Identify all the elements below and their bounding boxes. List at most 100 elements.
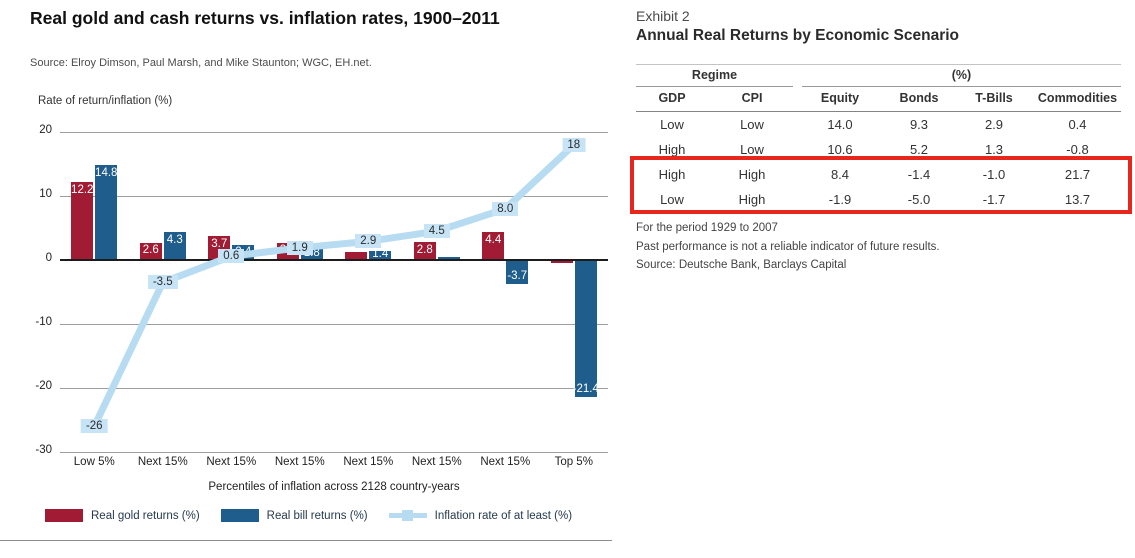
table-cell: High: [738, 167, 766, 182]
table-cell: 9.3: [909, 117, 929, 132]
bar-value-label: 12.2: [71, 183, 94, 196]
bill-bar: -21.4: [573, 260, 599, 397]
table-cell: 2.9: [984, 117, 1004, 132]
legend-color-swatch: [220, 509, 259, 522]
y-axis-label: Rate of return/inflation (%): [38, 95, 173, 107]
bill-bar: 14.8: [95, 165, 117, 260]
chart-plot-area: 20100-10-20-3012.22.63.72.62.84.414.84.3…: [35, 124, 608, 456]
table-footnotes: For the period 1929 to 2007 Past performa…: [636, 219, 1135, 275]
y-tick-label: 0: [45, 252, 52, 264]
x-category-label: Next 15%: [274, 456, 325, 468]
column-header-cpi: CPI: [741, 91, 763, 105]
x-category-label: Low 5%: [73, 456, 115, 468]
legend-item: Real gold returns (%): [45, 509, 200, 522]
table-body: Low Low 14.0 9.3 2.9 0.4 High Low 10.6 5.2 1.3 -0.8…: [636, 112, 1121, 213]
x-category-label: Next 15%: [480, 456, 531, 468]
highlight-box: [630, 156, 1132, 214]
table-cell: -1.0: [982, 167, 1006, 182]
bar-value-label: 14.8: [95, 167, 118, 180]
table-cell: 14.0: [827, 117, 853, 132]
table-cell: 1.3: [984, 142, 1004, 157]
scenario-table: Regime (%) GDP CPI Equity Bonds T-Bills Commodi…: [636, 64, 1121, 213]
gold-bar: 2.8: [413, 242, 436, 260]
legend-line-marker: [401, 510, 413, 521]
y-tick-label: -30: [35, 444, 52, 456]
inflation-point-label: -26: [80, 419, 108, 434]
column-header-gdp: GDP: [658, 91, 686, 105]
table-cell: High: [658, 167, 686, 182]
footnote-line: Past performance is not a reliable indic…: [636, 240, 940, 253]
inflation-point-label: 0.6: [218, 249, 245, 264]
y-tick-label: 20: [39, 124, 52, 136]
bill-bar: -3.7: [506, 260, 529, 284]
chart-legend: Real gold returns (%) Real bill returns (…: [45, 509, 572, 522]
table-cell: -1.7: [982, 192, 1006, 207]
x-category-label: Next 15%: [343, 456, 394, 468]
group-header-regime: Regime: [636, 65, 793, 87]
gold-bar: 4.4: [482, 231, 505, 260]
table-title: Annual Real Returns by Economic Scenario: [636, 27, 959, 44]
bar-value-label: 2.8: [416, 244, 433, 257]
legend-item: Real bill returns (%): [220, 509, 368, 522]
table-cell: 10.6: [827, 142, 853, 157]
chart-source: Source: Elroy Dimson, Paul Marsh, and Mi…: [30, 57, 372, 69]
legend-item: Inflation rate of at least (%): [388, 509, 573, 522]
column-header-commodities: Commodities: [1037, 91, 1118, 105]
table-cell: -5.0: [907, 192, 931, 207]
inflation-point-label: 2.9: [355, 234, 382, 249]
legend-label: Real gold returns (%): [91, 509, 200, 522]
inflation-point-label: -3.5: [147, 275, 178, 290]
table-cell: High: [738, 192, 766, 207]
table-cell: Low: [660, 192, 684, 207]
table-row: High High 8.4 -1.4 -1.0 21.7: [636, 162, 1121, 187]
group-header-percent: (%): [802, 65, 1121, 87]
column-header-bonds: Bonds: [899, 91, 939, 105]
column-header-tbills: T-Bills: [975, 91, 1013, 105]
gold-bar: 12.2: [71, 181, 93, 260]
x-axis-title: Percentiles of inflation across 2128 cou…: [208, 481, 460, 493]
table-cell: 21.7: [1064, 167, 1091, 182]
inflation-line: [91, 142, 577, 428]
column-header-equity: Equity: [820, 91, 860, 105]
table-cell: Low: [740, 142, 764, 157]
footnote-line: Source: Deutsche Bank, Barclays Capital: [636, 259, 847, 271]
x-axis-category-labels: Low 5% Next 15% Next 15% Next 15% Next 15% Ne…: [60, 456, 608, 468]
gridline: [60, 388, 608, 389]
x-category-label: Next 15%: [137, 456, 188, 468]
footnote-line: For the period 1929 to 2007: [636, 222, 778, 234]
table-cell: -0.8: [1066, 142, 1089, 157]
bar-value-label: -3.7: [507, 269, 528, 282]
table-header-row: GDP CPI Equity Bonds T-Bills Commodities: [636, 87, 1121, 112]
legend-label: Inflation rate of at least (%): [434, 509, 573, 522]
bar-value-label: 4.4: [485, 233, 502, 246]
bar-value-label: -21.4: [572, 382, 599, 395]
inflation-point-label: 4.5: [423, 224, 450, 239]
x-category-label: Next 15%: [411, 456, 462, 468]
table-cell: Low: [740, 117, 764, 132]
table-cell: 13.7: [1064, 192, 1091, 207]
gold-bar: 2.6: [139, 243, 162, 260]
table-row: Low Low 14.0 9.3 2.9 0.4: [636, 112, 1121, 137]
bar-value-label: 4.3: [166, 234, 183, 247]
y-tick-label: 10: [39, 188, 52, 200]
y-tick-label: -20: [35, 380, 52, 392]
gridline: [60, 324, 608, 325]
table-cell: 8.4: [830, 167, 850, 182]
legend-color-swatch: [45, 509, 83, 522]
exhibit-table-panel: Exhibit 2 Annual Real Returns by Economi…: [630, 0, 1135, 558]
zero-axis-line: [60, 259, 608, 261]
table-cell: -1.4: [907, 167, 931, 182]
table-cell: Low: [660, 117, 684, 132]
legend-label: Real bill returns (%): [266, 509, 368, 522]
bill-bar: 4.3: [163, 232, 186, 260]
gold-chart-panel: Real gold and cash returns vs. inflation…: [0, 8, 612, 541]
gridline: [60, 452, 608, 453]
x-category-label: Next 15%: [206, 456, 257, 468]
table-cell: High: [658, 142, 686, 157]
inflation-line-swatch: [388, 509, 427, 522]
inflation-point-label: 8.0: [492, 201, 519, 216]
panel-divider-rule: [0, 540, 612, 541]
gridline: [60, 196, 608, 197]
y-tick-label: -10: [35, 316, 52, 328]
